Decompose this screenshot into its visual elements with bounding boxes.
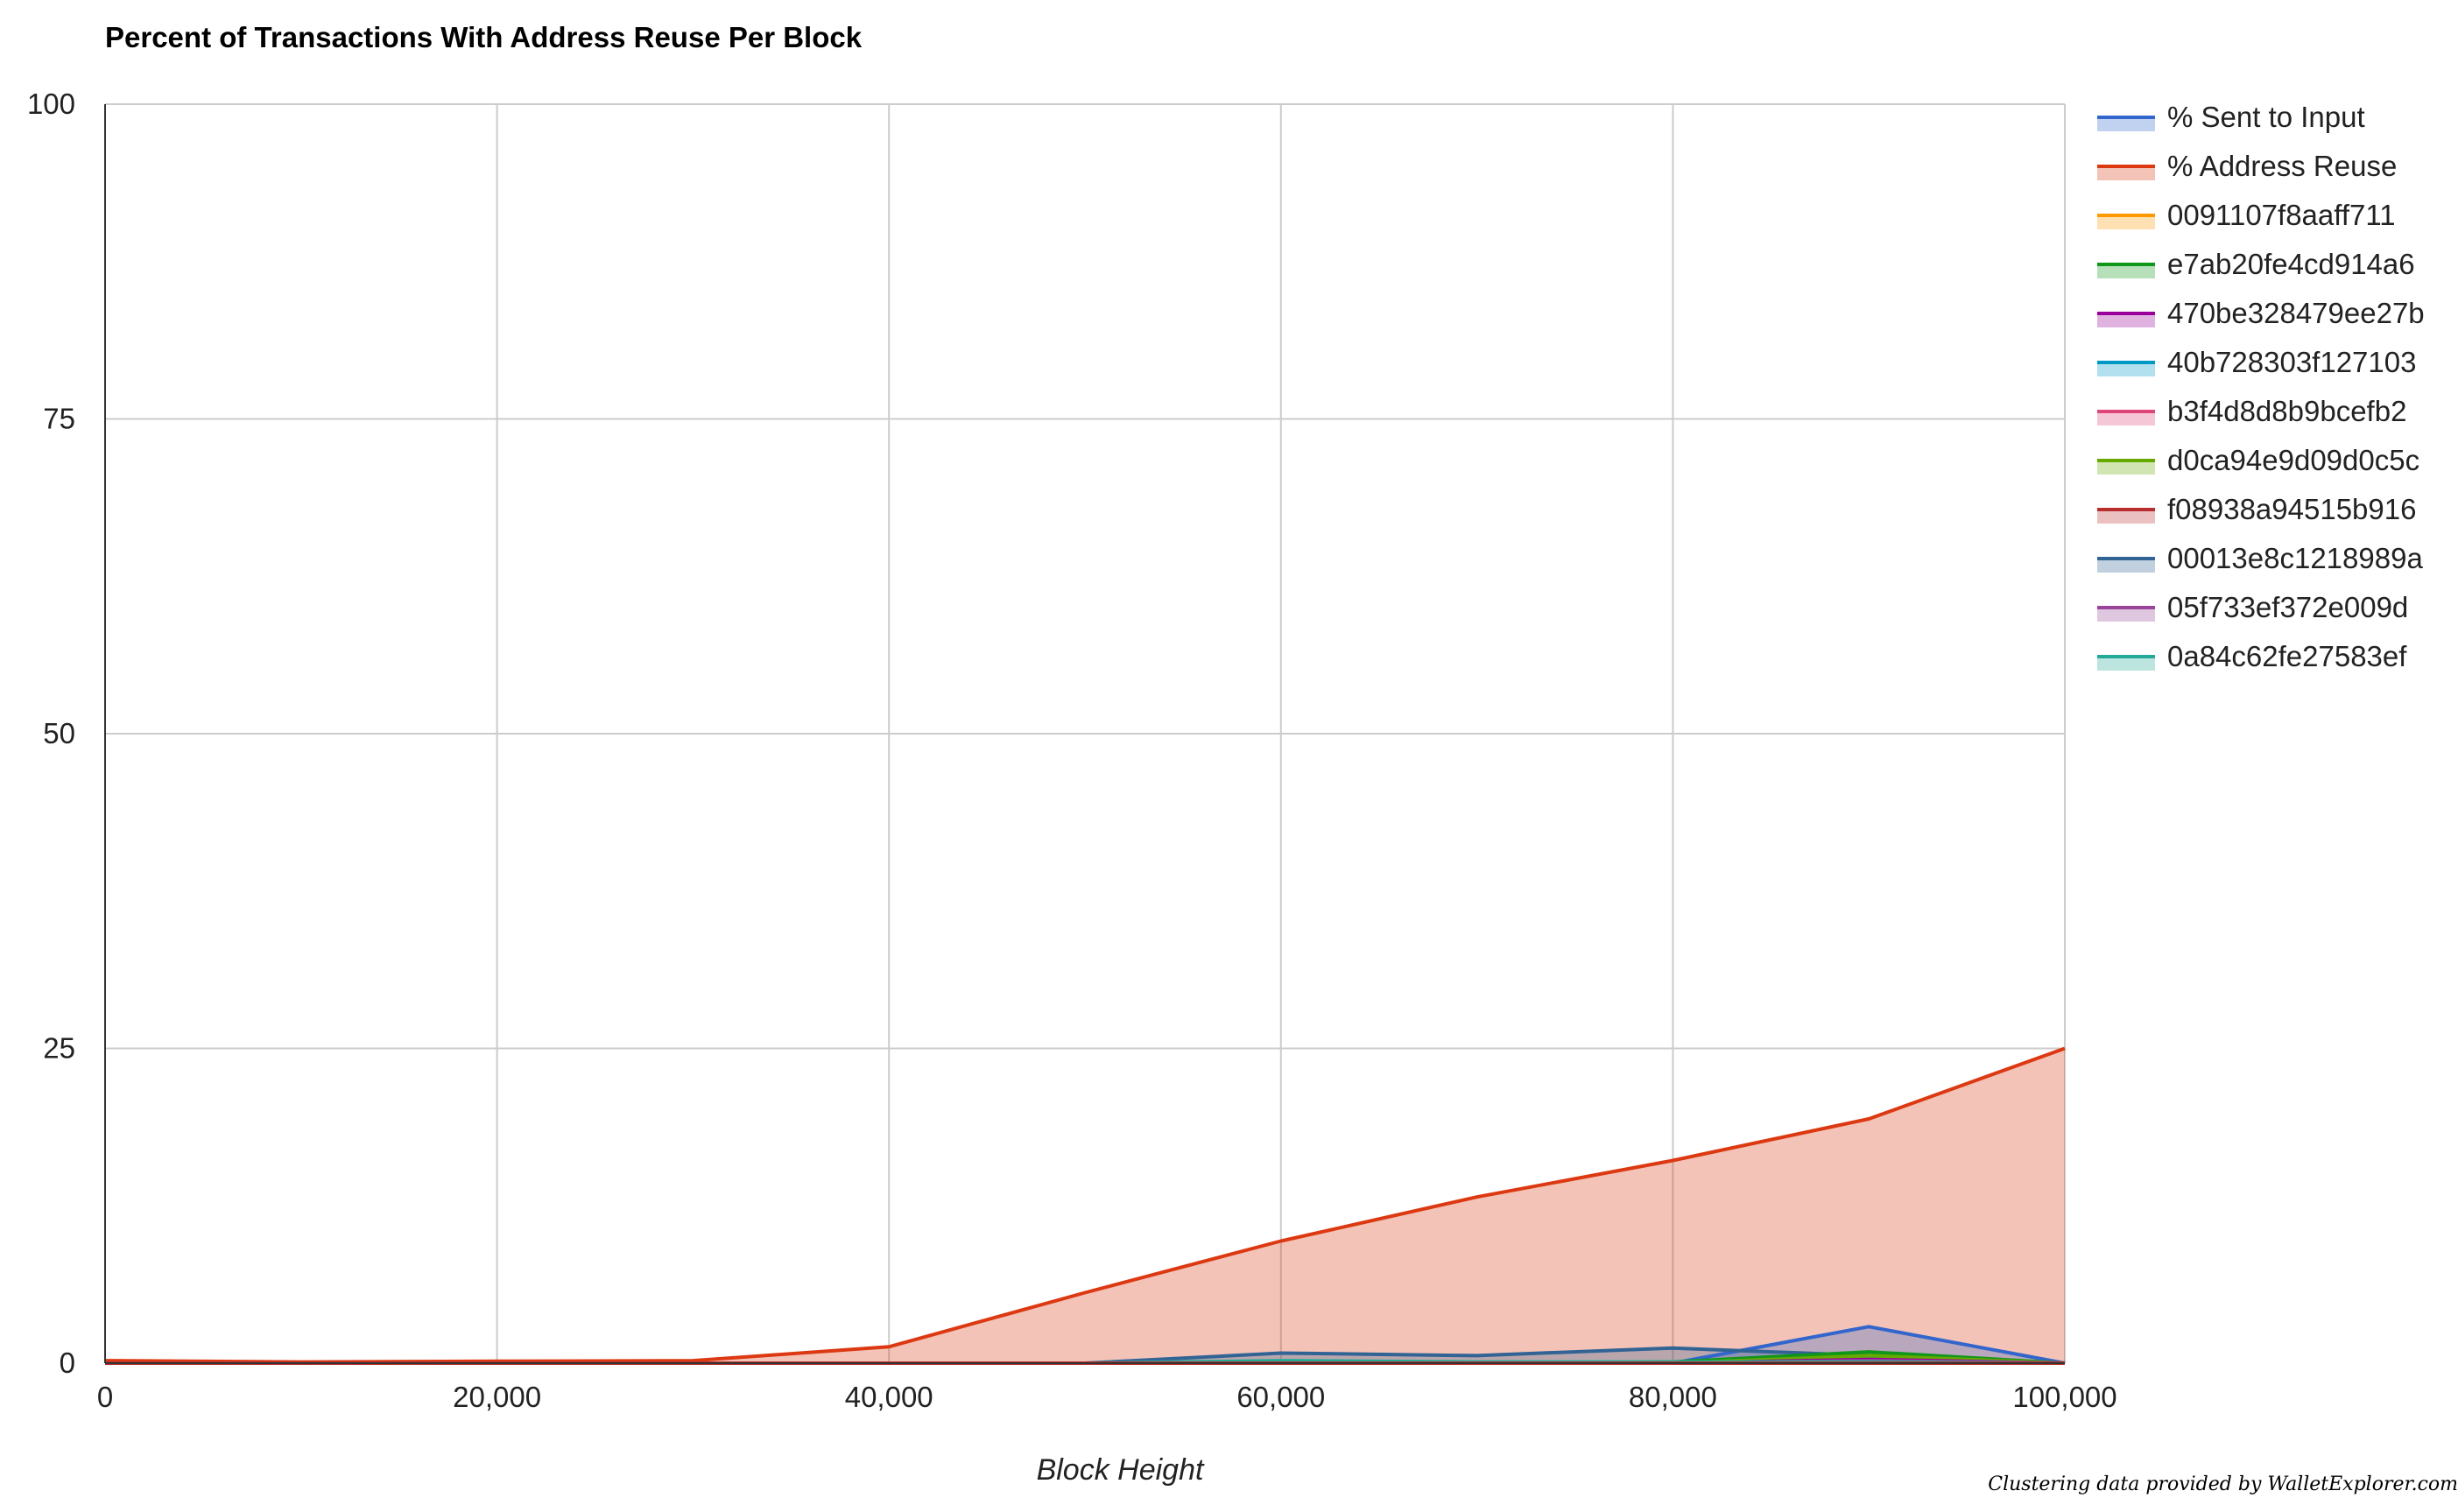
legend-swatch <box>2097 117 2155 131</box>
x-tick-label: 40,000 <box>845 1381 933 1413</box>
legend-label: d0ca94e9d09d0c5c <box>2167 444 2419 476</box>
x-tick-label: 0 <box>97 1381 113 1413</box>
y-tick-label: 25 <box>43 1032 75 1065</box>
series-areas <box>105 1048 2065 1363</box>
legend: % Sent to Input % Address Reuse 0091107f8a… <box>2097 101 2425 672</box>
y-tick-label: 75 <box>43 403 75 435</box>
series-area <box>105 1048 2065 1363</box>
legend-swatch <box>2097 215 2155 229</box>
legend-swatch <box>2097 362 2155 376</box>
x-tick-label: 60,000 <box>1236 1381 1325 1413</box>
legend-label: 40b728303f127103 <box>2167 346 2416 378</box>
legend-label: b3f4d8d8b9bcefb2 <box>2167 395 2406 427</box>
chart-title: Percent of Transactions With Address Reu… <box>105 21 863 53</box>
legend-swatch <box>2097 461 2155 475</box>
legend-swatch <box>2097 264 2155 278</box>
legend-swatch <box>2097 411 2155 425</box>
legend-label: 00013e8c1218989a <box>2167 542 2423 574</box>
legend-label: 0091107f8aaff711 <box>2167 199 2396 231</box>
legend-swatch <box>2097 657 2155 671</box>
legend-label: 0a84c62fe27583ef <box>2167 640 2407 672</box>
legend-swatch <box>2097 166 2155 180</box>
legend-swatch <box>2097 559 2155 573</box>
legend-swatch <box>2097 510 2155 524</box>
legend-label: % Address Reuse <box>2167 150 2397 182</box>
x-tick-label: 100,000 <box>2012 1381 2116 1413</box>
legend-label: f08938a94515b916 <box>2167 493 2416 525</box>
x-tick-label: 20,000 <box>453 1381 541 1413</box>
series-area <box>105 1347 2065 1363</box>
attribution-note: Clustering data provided by WalletExplor… <box>1988 1473 2458 1495</box>
x-axis-title: Block Height <box>1037 1453 1205 1487</box>
legend-label: 470be328479ee27b <box>2167 297 2425 329</box>
legend-label: e7ab20fe4cd914a6 <box>2167 248 2415 280</box>
legend-swatch <box>2097 313 2155 327</box>
legend-label: % Sent to Input <box>2167 101 2365 133</box>
x-tick-label: 80,000 <box>1629 1381 1717 1413</box>
legend-label: 05f733ef372e009d <box>2167 591 2408 623</box>
y-tick-label: 50 <box>43 717 75 749</box>
axes: 0 25 50 75 100 0 20,000 40,000 60,000 80,000 100,0… <box>27 88 2117 1487</box>
legend-swatch <box>2097 608 2155 622</box>
y-tick-label: 0 <box>60 1347 75 1379</box>
grid-lines <box>104 103 2066 1364</box>
y-tick-label: 100 <box>27 88 75 120</box>
